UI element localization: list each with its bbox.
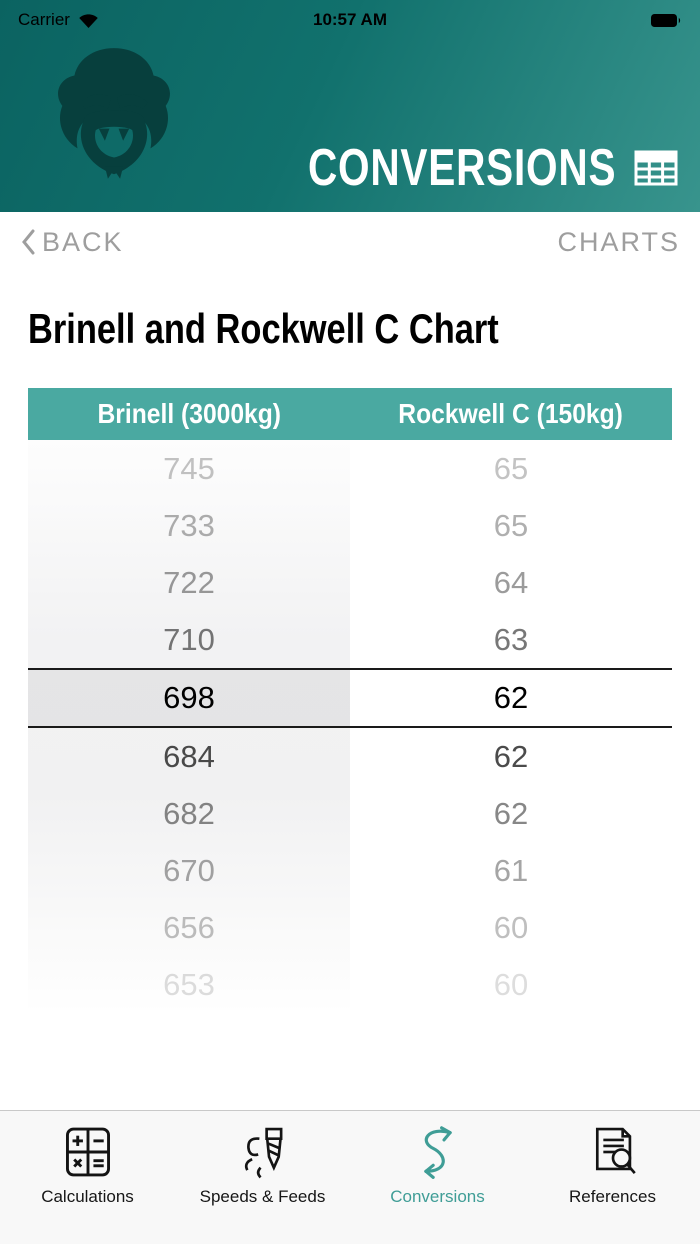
table-grid-icon[interactable]	[632, 144, 680, 192]
table-row[interactable]: 745 65	[163, 450, 529, 486]
tab-references[interactable]: References	[525, 1123, 700, 1244]
tab-bar: Calculations Speeds & Feeds	[0, 1110, 700, 1244]
charts-button[interactable]: CHARTS	[557, 226, 680, 257]
tab-label: References	[569, 1187, 656, 1206]
swap-arrows-icon	[423, 1126, 452, 1179]
calculator-icon	[65, 1127, 110, 1177]
conversion-table: Brinell (3000kg) Rockwell C (150kg) 745 …	[28, 388, 672, 1014]
endmill-chips-icon	[244, 1127, 282, 1179]
status-time: 10:57 AM	[312, 10, 387, 29]
nav-row: BACK CHARTS	[0, 212, 700, 272]
battery-icon	[651, 13, 681, 27]
column-header-rockwell: Rockwell C (150kg)	[398, 398, 624, 430]
table-row[interactable]: 733 65	[163, 507, 529, 543]
table-header: Brinell (3000kg) Rockwell C (150kg)	[28, 388, 672, 441]
table-row[interactable]: 710 63	[163, 621, 529, 657]
back-button[interactable]: BACK	[20, 227, 124, 258]
wifi-icon	[79, 13, 98, 28]
table-row[interactable]: 722 64	[163, 564, 529, 600]
page-header-title: CONVERSIONS	[307, 139, 616, 197]
table-row[interactable]: 656 60	[163, 909, 529, 945]
table-row[interactable]: 682 62	[163, 795, 529, 831]
table-row-selected[interactable]: 698 62	[28, 668, 672, 729]
chart-title: Brinell and Rockwell C Chart	[28, 305, 499, 352]
gorilla-logo	[58, 48, 170, 179]
table-row[interactable]: 653 60	[163, 966, 529, 1002]
tab-conversions[interactable]: Conversions	[350, 1123, 525, 1244]
column-header-brinell: Brinell (3000kg)	[97, 398, 281, 430]
tab-speeds-feeds[interactable]: Speeds & Feeds	[175, 1123, 350, 1244]
tab-label: Speeds & Feeds	[199, 1187, 326, 1206]
status-bar: Carrier 10:57 AM	[0, 0, 700, 40]
chevron-left-icon	[22, 229, 35, 255]
back-label: BACK	[42, 226, 124, 257]
picker-body[interactable]: 745 65 733 65 722 64 710 63 698 62 684 6…	[28, 440, 672, 1014]
table-row[interactable]: 670 61	[163, 852, 529, 888]
tab-label: Calculations	[41, 1187, 134, 1206]
table-row[interactable]: 684 62	[163, 738, 529, 774]
carrier-label: Carrier	[18, 10, 70, 29]
document-magnifier-icon	[595, 1127, 636, 1175]
tab-label: Conversions	[390, 1187, 485, 1206]
app-header: Carrier 10:57 AM	[0, 0, 700, 212]
tab-calculations[interactable]: Calculations	[0, 1123, 175, 1244]
